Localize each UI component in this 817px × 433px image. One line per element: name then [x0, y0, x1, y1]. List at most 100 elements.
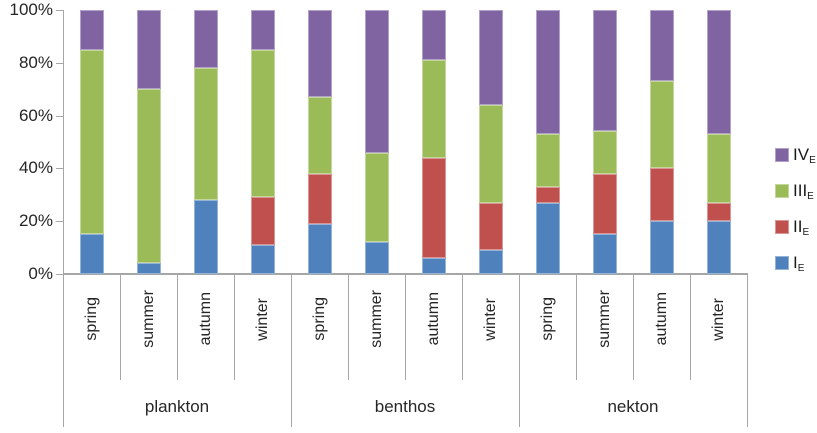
season-divider [405, 274, 406, 380]
bar-segment-IV_E [193, 10, 218, 69]
bar-segment-III_E [421, 60, 446, 158]
bar-segment-IV_E [250, 10, 275, 50]
bar-segment-II_E [706, 202, 731, 222]
season-label-text: winter [253, 297, 271, 341]
legend-label-text: III [793, 181, 808, 200]
season-divider [234, 274, 235, 380]
season-divider [177, 274, 178, 380]
bar-segment-I_E [649, 221, 674, 274]
y-axis-tick-mark [56, 62, 64, 64]
bar-segment-IV_E [421, 10, 446, 61]
y-axis-tick-mark [56, 168, 64, 170]
bar-segment-IV_E [535, 10, 560, 135]
y-axis-tick-label: 0% [28, 264, 53, 283]
y-axis-tick-label: 60% [18, 105, 53, 125]
group-divider [291, 274, 292, 427]
bar-segment-II_E [592, 173, 617, 235]
bar-segment-I_E [250, 244, 275, 274]
group-divider [63, 274, 64, 427]
season-label-summer: summer [120, 276, 177, 362]
bar-segment-IV_E [706, 10, 731, 135]
season-label-text: spring [82, 297, 100, 341]
group-label-nekton: nekton [607, 397, 659, 416]
bar-segment-I_E [79, 234, 104, 274]
bar-segment-III_E [535, 134, 560, 187]
season-label-text: spring [538, 297, 556, 341]
y-axis-tick-label: 40% [18, 158, 53, 178]
season-label-text: autumn [424, 292, 442, 346]
legend-label-text: II [793, 217, 803, 236]
bar-segment-II_E [478, 202, 503, 251]
legend-label-subscript: E [809, 155, 816, 166]
legend-swatch-II_E [775, 220, 789, 234]
season-label-text: autumn [652, 292, 670, 346]
bar-segment-III_E [478, 105, 503, 203]
legend-label-subscript: E [807, 191, 814, 202]
season-label-text: winter [481, 297, 499, 341]
bar-segment-I_E [364, 242, 389, 274]
season-label-text: summer [139, 290, 157, 348]
bar-segment-IV_E [592, 10, 617, 132]
bar-segment-III_E [592, 131, 617, 174]
season-label-spring: spring [519, 276, 576, 362]
season-divider [633, 274, 634, 380]
y-axis-tick-mark [56, 115, 64, 117]
legend-label-subscript: E [797, 263, 805, 274]
bar-segment-III_E [79, 49, 104, 235]
season-label-winter: winter [462, 276, 519, 362]
legend-label-II_E: IIE [793, 216, 809, 238]
bar-segment-III_E [364, 152, 389, 243]
legend-label-text: I [793, 253, 798, 272]
season-label-spring: spring [291, 276, 348, 362]
bar-segment-II_E [649, 168, 674, 222]
bar-segment-III_E [706, 134, 731, 203]
bar-segment-I_E [136, 263, 161, 274]
bar-segment-II_E [535, 186, 560, 203]
y-axis-tick-mark [56, 221, 64, 223]
y-axis-tick-label: 20% [18, 211, 53, 231]
group-label-benthos: benthos [374, 397, 436, 416]
bar-segment-III_E [193, 68, 218, 201]
season-label-text: summer [367, 290, 385, 348]
bar-segment-I_E [421, 258, 446, 274]
season-label-autumn: autumn [633, 276, 690, 362]
bar-segment-I_E [592, 234, 617, 274]
bar-segment-II_E [250, 197, 275, 245]
group-divider [519, 274, 520, 427]
season-divider [462, 274, 463, 380]
bar-segment-IV_E [478, 10, 503, 106]
legend-label-text: IV [793, 145, 810, 164]
y-axis-tick-mark [56, 10, 64, 11]
legend-label-III_E: IIIE [793, 180, 814, 202]
legend-swatch-III_E [775, 184, 789, 198]
season-divider [348, 274, 349, 380]
group-divider [747, 274, 748, 427]
season-label-winter: winter [234, 276, 291, 362]
group-label-plankton: plankton [144, 397, 210, 416]
season-label-spring: spring [63, 276, 120, 362]
season-label-text: autumn [196, 292, 214, 346]
bar-segment-IV_E [79, 10, 104, 50]
season-label-text: spring [310, 297, 328, 341]
y-axis-tick-mark [56, 274, 64, 275]
y-axis-line [63, 10, 64, 274]
legend-label-subscript: E [802, 227, 810, 238]
season-label-text: winter [709, 297, 727, 341]
legend-swatch-IV_E [775, 148, 789, 162]
bar-segment-III_E [307, 97, 332, 174]
bar-segment-IV_E [307, 10, 332, 98]
season-label-text: summer [595, 290, 613, 348]
y-axis-tick-label: 100% [9, 0, 53, 19]
y-axis-tick-label: 80% [18, 52, 53, 72]
bar-segment-III_E [250, 49, 275, 198]
season-divider [690, 274, 691, 380]
season-divider [120, 274, 121, 380]
bar-segment-I_E [193, 200, 218, 274]
bar-segment-IV_E [136, 10, 161, 90]
bar-segment-II_E [307, 173, 332, 224]
bar-segment-I_E [307, 223, 332, 274]
bar-segment-III_E [136, 89, 161, 264]
season-label-summer: summer [576, 276, 633, 362]
bar-segment-IV_E [364, 10, 389, 153]
